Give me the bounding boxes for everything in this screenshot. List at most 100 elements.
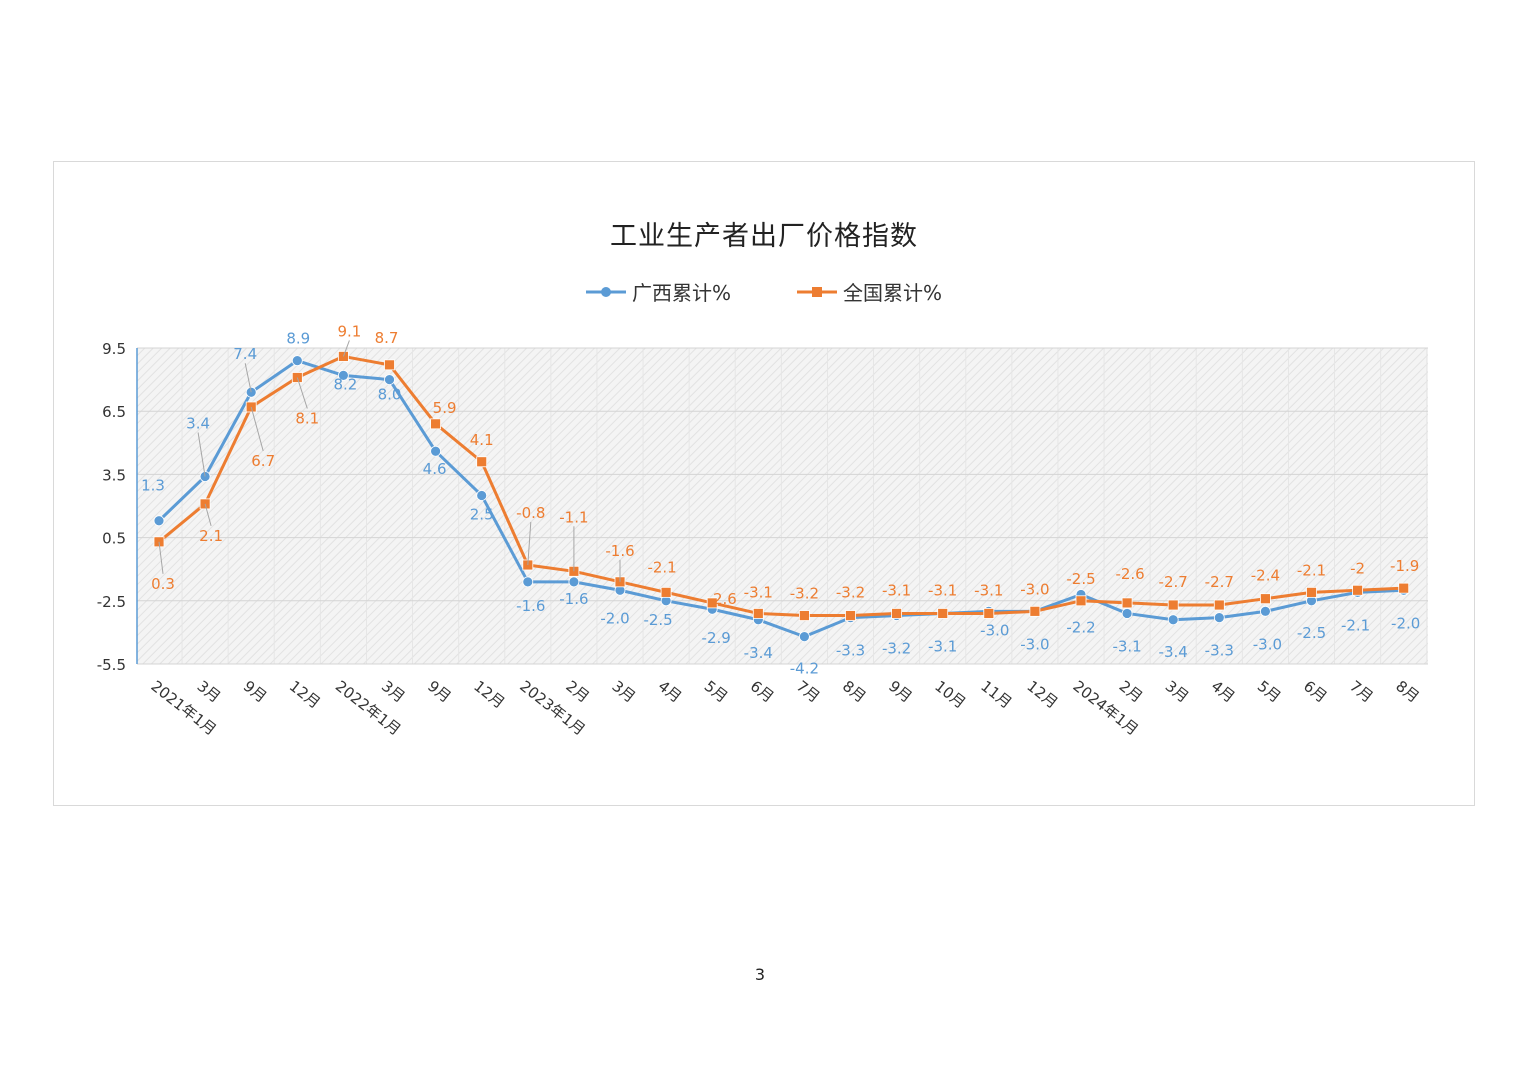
- data-label-guangxi: 8.2: [333, 375, 357, 393]
- data-point-guangxi: [384, 374, 395, 386]
- data-point-national: [430, 418, 442, 430]
- data-point-national: [1352, 584, 1363, 596]
- x-tick-label: 8月: [1392, 677, 1422, 706]
- legend-marker-national: [797, 286, 837, 297]
- data-label-national: -2.6: [1115, 565, 1144, 583]
- data-label-guangxi: -3.0: [1020, 635, 1049, 653]
- data-label-guangxi: -4.2: [790, 660, 819, 678]
- data-point-national: [1260, 593, 1271, 605]
- data-label-national: -2.7: [1159, 573, 1188, 591]
- y-tick-label: 9.5: [102, 340, 126, 358]
- data-point-national: [1029, 605, 1041, 617]
- data-point-national: [1398, 582, 1410, 594]
- data-label-national: 5.9: [433, 399, 457, 417]
- label-leader: [158, 541, 164, 574]
- y-tick-label: 0.5: [102, 530, 126, 548]
- data-label-national: -3.2: [790, 585, 819, 603]
- data-label-guangxi: -2.9: [702, 629, 731, 647]
- data-label-national: 4.1: [470, 431, 494, 449]
- data-point-national: [752, 608, 764, 619]
- series-line-guangxi: [157, 359, 1404, 639]
- data-point-national: [660, 586, 672, 598]
- x-tick-label: 3月: [194, 677, 224, 706]
- data-label-guangxi: -2.0: [600, 609, 629, 627]
- data-point-national: [1167, 599, 1179, 611]
- x-tick-label: 2月: [562, 677, 592, 706]
- x-tick-label: 12月: [286, 677, 324, 712]
- data-label-national: -3.1: [744, 583, 773, 601]
- data-label-national: -2.6: [708, 590, 737, 608]
- data-point-national: [983, 608, 995, 619]
- data-label-guangxi: 3.4: [186, 415, 210, 433]
- data-point-national: [891, 608, 902, 619]
- label-leader: [244, 363, 252, 393]
- x-tick-label: 6月: [747, 677, 777, 706]
- data-point-guangxi: [1260, 605, 1271, 617]
- data-label-national: -1.6: [605, 542, 634, 560]
- data-label-national: -0.8: [516, 504, 545, 522]
- data-point-guangxi: [522, 576, 534, 588]
- data-label-national: -3.2: [836, 584, 865, 602]
- data-label-national: 2.1: [199, 527, 223, 545]
- x-tick-label: 12月: [1023, 677, 1061, 712]
- data-label-national: 9.1: [337, 322, 361, 340]
- data-label-guangxi: -3.4: [1159, 643, 1188, 661]
- data-label-guangxi: -1.6: [559, 590, 588, 608]
- data-point-national: [937, 608, 949, 619]
- data-point-guangxi: [799, 631, 810, 643]
- x-tick-label: 3月: [1162, 677, 1192, 706]
- data-point-guangxi: [1121, 608, 1133, 619]
- data-point-national: [1075, 595, 1087, 607]
- data-label-guangxi: 7.4: [233, 345, 257, 363]
- y-tick-label: 6.5: [102, 403, 126, 421]
- x-tick-label: 4月: [1208, 677, 1238, 706]
- data-label-national: -2: [1350, 559, 1365, 577]
- data-label-guangxi: 8.9: [286, 330, 310, 348]
- x-tick-label: 10月: [931, 677, 969, 712]
- label-leader: [342, 340, 350, 357]
- series-line-national: [158, 354, 1404, 618]
- legend-label-national: 全国累计%: [843, 281, 943, 305]
- x-tick-label: 8月: [839, 677, 869, 706]
- label-leader: [527, 521, 532, 566]
- x-tick-label: 2月: [1116, 677, 1146, 706]
- data-point-national: [799, 610, 810, 621]
- data-label-national: -3.0: [1020, 580, 1049, 598]
- data-point-guangxi: [1213, 612, 1225, 624]
- page-number: 3: [754, 965, 766, 984]
- data-label-guangxi: -3.3: [836, 642, 865, 660]
- legend-item-national: 全国累计%: [797, 277, 942, 306]
- data-label-guangxi: -2.0: [1391, 614, 1420, 632]
- data-point-guangxi: [1167, 614, 1179, 626]
- data-point-national: [476, 456, 488, 468]
- x-tick-label: 9月: [424, 677, 454, 706]
- data-label-guangxi: -2.1: [1341, 616, 1370, 634]
- data-label-national: -3.1: [928, 581, 957, 599]
- data-label-guangxi: -3.0: [1253, 635, 1282, 653]
- legend-label-guangxi: 广西累计%: [631, 281, 731, 305]
- data-label-national: -1.9: [1390, 557, 1419, 575]
- data-label-guangxi: -2.5: [643, 611, 672, 629]
- data-point-guangxi: [291, 355, 303, 367]
- y-tick-label: 3.5: [102, 466, 126, 484]
- data-point-guangxi: [245, 386, 257, 398]
- data-point-guangxi: [568, 576, 580, 588]
- x-tick-label: 4月: [655, 677, 685, 706]
- data-label-guangxi: 2.5: [470, 505, 494, 523]
- data-label-guangxi: -3.4: [744, 644, 773, 662]
- chart-title: 工业生产者出厂价格指数: [610, 221, 918, 252]
- data-point-guangxi: [337, 369, 349, 381]
- data-label-national: -3.1: [974, 581, 1003, 599]
- data-label-guangxi: -3.1: [928, 637, 957, 655]
- legend: 广西累计% 全国累计%: [54, 277, 1474, 306]
- data-label-guangxi: -3.1: [1112, 637, 1141, 655]
- data-point-national: [1121, 597, 1133, 609]
- data-point-national: [1213, 599, 1225, 611]
- data-label-national: 8.7: [375, 329, 399, 347]
- label-leader: [197, 432, 206, 477]
- data-label-national: -2.5: [1066, 570, 1095, 588]
- x-tick-label: 3月: [378, 677, 408, 706]
- label-leader: [250, 406, 264, 452]
- plot-background: [137, 348, 1428, 664]
